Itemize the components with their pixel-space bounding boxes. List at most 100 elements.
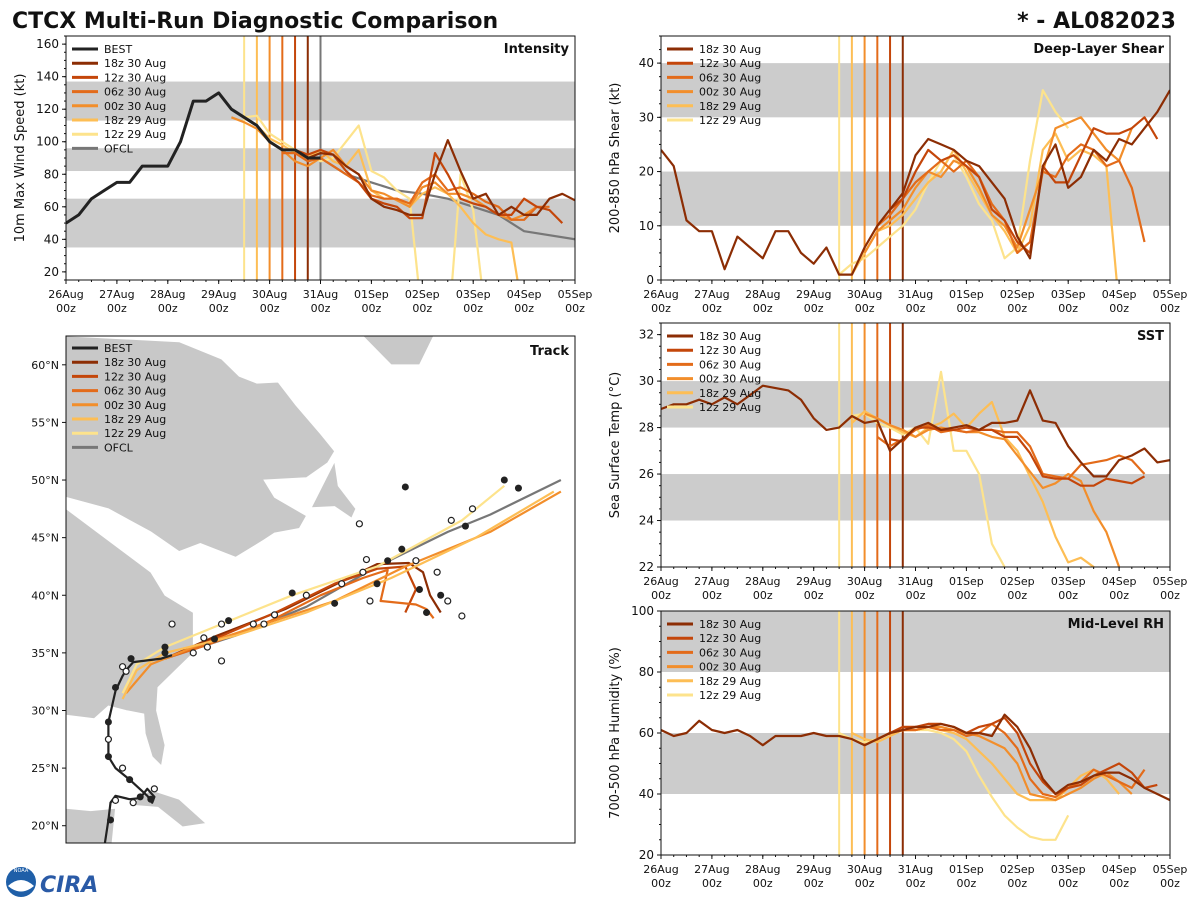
rh-xtick-label: 00z [753, 877, 773, 890]
track-marker-hollow [203, 643, 211, 651]
intensity-series-12z-30-aug [294, 148, 564, 224]
sst-xtick-label: 28Aug [745, 575, 780, 588]
shear-ytick-label: 20 [639, 165, 654, 179]
track-marker-hollow [338, 580, 346, 588]
intensity-ytick-label: 160 [36, 37, 59, 51]
sst-ytick-label: 24 [639, 514, 654, 528]
sst-title: SST [1137, 329, 1164, 344]
shear-band [661, 63, 1170, 118]
shear-title: Deep-Layer Shear [1033, 42, 1164, 57]
track-marker-hollow [168, 620, 176, 628]
shear-legend-label: 18z 30 Aug [699, 43, 761, 56]
sst-xtick-label: 00z [1007, 589, 1027, 602]
intensity-series-best [66, 91, 321, 225]
noaa-label: NOAA [14, 868, 29, 874]
rh-band [661, 611, 1170, 672]
rh-series-18z-30-aug [661, 713, 1170, 802]
shear-ytick-label: 40 [639, 56, 654, 70]
sst-ytick-label: 30 [639, 374, 654, 388]
shear-xtick-label: 29Aug [796, 288, 831, 301]
intensity-ylabel: 10m Max Wind Speed (kt) [13, 74, 28, 243]
rh-plot-area [661, 611, 1170, 855]
track-marker-filled [136, 793, 144, 801]
rh-ylabel: 700-500 hPa Humidity (%) [608, 647, 623, 819]
track-marker-hollow [260, 620, 268, 628]
track-ytick-label: 40°N [31, 589, 59, 602]
rh-legend-label: 12z 29 Aug [699, 689, 761, 702]
intensity-ytick-label: 20 [44, 265, 59, 279]
track-marker-hollow [200, 634, 208, 642]
sst-xtick-label: 00z [1109, 589, 1129, 602]
rh-xtick-label: 00z [1109, 877, 1129, 890]
rh-xtick-label: 00z [957, 877, 977, 890]
track-ytick-label: 25°N [31, 762, 59, 775]
sst-xtick-label: 00z [804, 589, 824, 602]
newfoundland [310, 460, 357, 519]
sst-legend-label: 06z 30 Aug [699, 358, 761, 371]
sst-xtick-label: 00z [1160, 589, 1180, 602]
sst-xtick-label: 30Aug [847, 575, 882, 588]
intensity-xtick-label: 00z [311, 302, 331, 315]
sst-ytick-label: 26 [639, 467, 654, 481]
track-ytick-label: 50°N [31, 474, 59, 487]
intensity-xtick-label: 00z [209, 302, 229, 315]
track-marker-hollow [249, 620, 257, 628]
intensity-legend-label: 00z 30 Aug [104, 100, 166, 113]
track-marker-hollow [129, 799, 137, 807]
intensity-xtick-label: 00z [514, 302, 534, 315]
rh-xtick-label: 05Sep [1153, 863, 1188, 876]
track-marker-filled [373, 580, 381, 588]
track-plot-area [66, 336, 562, 843]
shear-legend-label: 06z 30 Aug [699, 71, 761, 84]
sst-ytick-label: 22 [639, 560, 654, 574]
rh-xtick-label: 00z [855, 877, 875, 890]
track-marker-filled [514, 484, 522, 492]
track-ytick-label: 45°N [31, 532, 59, 545]
rh-xtick-label: 29Aug [796, 863, 831, 876]
rh-xtick-label: 00z [1160, 877, 1180, 890]
track-marker-filled [415, 586, 423, 593]
track-marker-filled [104, 718, 112, 726]
shear-xtick-label: 00z [957, 302, 977, 315]
track-marker-hollow [468, 505, 477, 513]
sst-xtick-label: 27Aug [694, 575, 729, 588]
greenland [362, 336, 435, 366]
intensity-ytick-label: 100 [36, 135, 59, 149]
shear-xtick-label: 30Aug [847, 288, 882, 301]
intensity-title: Intensity [504, 42, 570, 57]
track-legend-label: OFCL [104, 441, 134, 454]
sst-xtick-label: 31Aug [898, 575, 933, 588]
shear-xtick-label: 01Sep [949, 288, 984, 301]
rh-xtick-label: 00z [804, 877, 824, 890]
track-legend-label: 00z 30 Aug [104, 399, 166, 412]
shear-xtick-label: 00z [1058, 302, 1078, 315]
sst-legend-label: 18z 30 Aug [699, 330, 761, 343]
rh-legend-label: 00z 30 Aug [699, 661, 761, 674]
shear-plot-area [661, 36, 1170, 280]
intensity-series-12z-29-aug [243, 114, 483, 280]
track-legend-label: 12z 29 Aug [104, 427, 166, 440]
track-legend-label: BEST [104, 342, 132, 355]
rh-ytick-label: 80 [639, 665, 654, 679]
intensity-xtick-label: 01Sep [354, 288, 389, 301]
track-marker-hollow [189, 649, 197, 657]
rh-xtick-label: 00z [702, 877, 722, 890]
intensity-series-06z-30-aug [282, 152, 550, 221]
intensity-legend-label: 18z 29 Aug [104, 114, 166, 127]
track-marker-filled [161, 643, 169, 651]
rh-xtick-label: 00z [651, 877, 671, 890]
track-ytick-label: 35°N [31, 647, 59, 660]
rh-xtick-label: 03Sep [1051, 863, 1086, 876]
intensity-xtick-label: 27Aug [99, 288, 134, 301]
shear-series-18z-29-aug [850, 132, 1118, 280]
rh-ytick-label: 20 [639, 848, 654, 862]
intensity-xtick-label: 04Sep [507, 288, 542, 301]
intensity-xtick-label: 03Sep [456, 288, 491, 301]
rh-xtick-label: 00z [1007, 877, 1027, 890]
shear-xtick-label: 00z [1160, 302, 1180, 315]
intensity-xtick-label: 29Aug [201, 288, 236, 301]
shear-ylabel: 200-850 hPa Shear (kt) [608, 83, 623, 234]
track-ytick-label: 60°N [31, 359, 59, 372]
sst-series-12z-30-aug [889, 426, 1146, 487]
